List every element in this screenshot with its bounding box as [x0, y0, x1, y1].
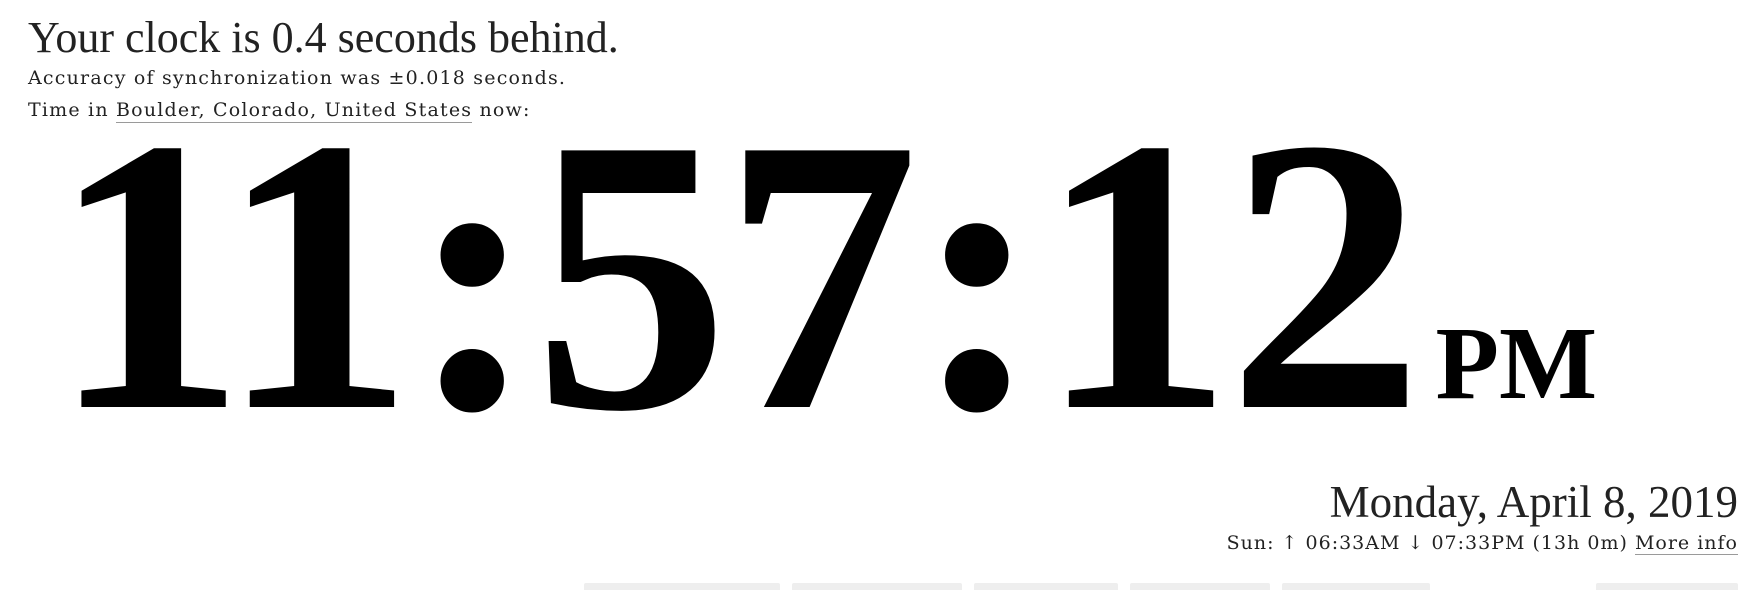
bottom-tab-2[interactable]: [792, 583, 962, 590]
location-prefix: Time in: [28, 99, 117, 121]
location-link[interactable]: Boulder, Colorado, United States: [116, 99, 473, 123]
main-clock: 11:57:12 PM: [50, 58, 1598, 492]
location-line: Time in Boulder, Colorado, United States…: [28, 96, 531, 124]
more-info-link[interactable]: More info: [1634, 532, 1738, 555]
sync-accuracy-text: Accuracy of synchronization was ±0.018 s…: [28, 67, 567, 89]
bottom-tab-1[interactable]: [584, 583, 780, 590]
arrow-down-icon: ↓: [1407, 532, 1425, 554]
location-suffix: now:: [472, 99, 531, 121]
bottom-tab-strip: [0, 583, 1764, 590]
sunset-time: 07:33PM: [1431, 532, 1526, 554]
current-date: Monday, April 8, 2019: [1329, 477, 1738, 527]
bottom-tab-3[interactable]: [974, 583, 1118, 590]
clock-time: 11:57:12: [50, 58, 1423, 492]
sun-info: Sun: ↑ 06:33AM ↓ 07:33PM (13h 0m) More i…: [1227, 528, 1738, 558]
clock-ampm: PM: [1435, 306, 1598, 421]
bottom-tab-4[interactable]: [1130, 583, 1270, 590]
clock-offset-headline: Your clock is 0.4 seconds behind.: [28, 13, 619, 62]
sun-label: Sun:: [1226, 532, 1282, 554]
bottom-tab-5[interactable]: [1282, 583, 1430, 590]
bottom-tab-6[interactable]: [1596, 583, 1738, 590]
sunrise-time: 06:33AM: [1305, 532, 1401, 554]
arrow-up-icon: ↑: [1281, 532, 1299, 554]
day-length: (13h 0m): [1532, 532, 1628, 554]
